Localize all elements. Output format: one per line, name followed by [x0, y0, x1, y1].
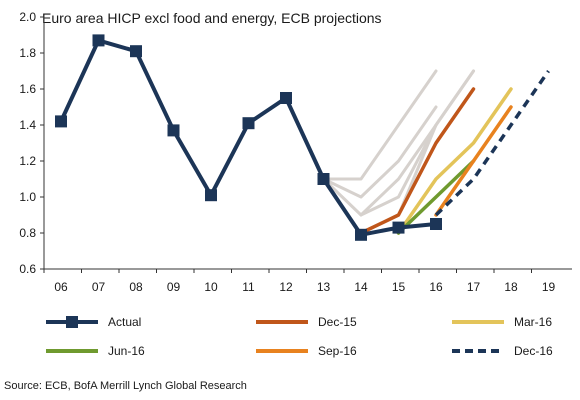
y-tick-label: 2.0 — [19, 10, 36, 24]
y-tick-label: 1.4 — [19, 118, 36, 132]
past-projection-line — [322, 69, 438, 181]
series-line-sep16 — [434, 105, 513, 217]
x-tick-label: 16 — [429, 280, 443, 294]
data-point-actual — [317, 173, 330, 185]
x-tick-label: 14 — [354, 280, 368, 294]
x-tick-label: 09 — [167, 280, 181, 294]
y-tick-label: 1.0 — [19, 190, 36, 204]
data-point-actual — [355, 228, 367, 241]
legend-label-actual: Actual — [108, 315, 141, 329]
legend-marker-actual — [66, 316, 78, 328]
data-point-actual — [242, 117, 255, 130]
series-line-dec16 — [434, 70, 550, 217]
y-tick-label: 0.8 — [19, 226, 36, 240]
x-tick-label: 12 — [279, 280, 293, 294]
past-projection-line — [322, 123, 438, 217]
x-tick-label: 06 — [54, 280, 68, 294]
data-point-actual — [392, 221, 405, 234]
data-point-actual — [205, 189, 217, 202]
legend-label-mar16: Mar-16 — [514, 315, 552, 329]
x-tick-label: 13 — [317, 280, 331, 294]
data-point-actual — [130, 45, 142, 58]
series-line-mar16 — [396, 87, 513, 235]
legend-label-jun16: Jun-16 — [108, 344, 145, 358]
y-tick-label: 1.8 — [19, 46, 36, 60]
data-point-actual — [430, 218, 442, 230]
x-tick-label: 18 — [504, 280, 518, 294]
past-projection-line — [322, 105, 438, 199]
x-tick-label: 17 — [467, 280, 481, 294]
series-line-jun16 — [396, 159, 476, 235]
x-tick-label: 07 — [92, 280, 106, 294]
legend-label-dec16: Dec-16 — [514, 344, 553, 358]
legend-label-dec15: Dec-15 — [318, 315, 357, 329]
x-tick-label: 11 — [242, 280, 255, 294]
legend-label-sep16: Sep-16 — [318, 344, 357, 358]
y-tick-label: 1.6 — [19, 82, 36, 96]
data-point-actual — [55, 115, 67, 128]
data-point-actual — [92, 34, 105, 47]
x-tick-label: 08 — [129, 280, 143, 294]
data-point-actual — [280, 92, 292, 104]
y-tick-label: 0.6 — [19, 262, 36, 276]
y-tick-label: 1.2 — [19, 154, 36, 168]
data-point-actual — [167, 124, 180, 137]
x-tick-label: 19 — [542, 280, 556, 294]
source-note: Source: ECB, BofA Merrill Lynch Global R… — [4, 380, 247, 392]
x-tick-label: 10 — [204, 280, 218, 294]
x-tick-label: 15 — [392, 280, 406, 294]
series-line-dec15 — [359, 87, 476, 235]
chart-title: Euro area HICP excl food and energy, ECB… — [42, 10, 382, 26]
